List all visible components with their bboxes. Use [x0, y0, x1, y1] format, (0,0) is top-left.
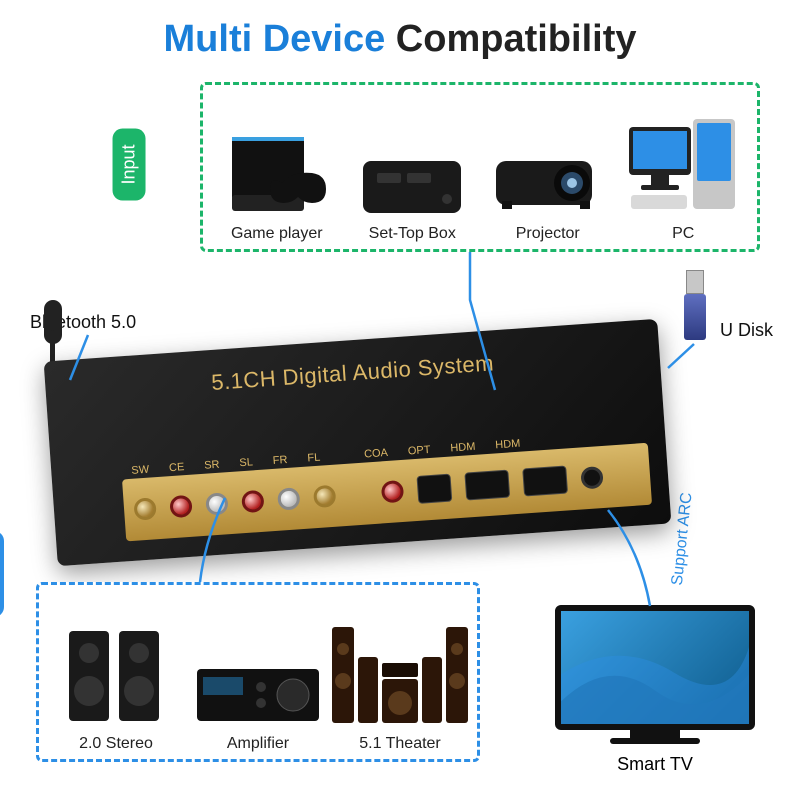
hdmi-port	[464, 470, 510, 501]
rca-jack	[169, 495, 192, 518]
device-label: 2.0 Stereo	[79, 735, 153, 753]
pc-icon	[623, 109, 743, 219]
device-label: Set-Top Box	[369, 225, 456, 243]
port-label: HDM	[450, 441, 476, 455]
output-tag: Output	[0, 531, 4, 617]
device-theater: 5.1 Theater	[329, 609, 471, 753]
rca-jack	[133, 497, 156, 520]
unit-title: 5.1CH Digital Audio System	[45, 339, 660, 408]
input-devices-box: Game player Set-Top Box	[200, 82, 760, 252]
audio-decoder-unit: 5.1CH Digital Audio System SW CE SR SL F…	[44, 319, 672, 566]
device-label: 5.1 Theater	[359, 735, 441, 753]
support-arc-label: Support ARC	[669, 492, 697, 587]
port-label: COA	[364, 447, 389, 461]
projector-icon	[488, 109, 608, 219]
port-label: SR	[204, 459, 220, 472]
input-tag: Input	[113, 128, 146, 200]
port-label: FR	[272, 454, 287, 467]
device-game-player: Game player	[209, 109, 345, 243]
device-label: Game player	[231, 225, 323, 243]
port-label: OPT	[407, 444, 430, 458]
rca-jack	[241, 490, 264, 513]
device-label: Projector	[516, 225, 580, 243]
port-label: CE	[169, 461, 185, 474]
title-rest: Compatibility	[385, 18, 636, 60]
rca-jack	[277, 487, 300, 510]
tv-icon	[555, 605, 755, 730]
hdmi-port	[522, 466, 568, 497]
port-label: SW	[131, 464, 150, 477]
game-player-icon	[222, 109, 332, 219]
page-title: Multi Device Compatibility	[0, 0, 800, 61]
rca-jack	[313, 485, 336, 508]
home-theater-icon	[330, 609, 470, 729]
usb-disk-icon	[684, 270, 706, 340]
stereo-speakers-icon	[61, 609, 171, 729]
device-amplifier: Amplifier	[187, 609, 329, 753]
rca-jack	[205, 492, 228, 515]
title-accent: Multi Device	[164, 18, 386, 60]
rca-jack	[381, 480, 404, 503]
port-label: HDM	[495, 438, 521, 452]
device-label: Amplifier	[227, 735, 289, 753]
output-devices-box: 2.0 Stereo Amplifier	[36, 582, 480, 762]
udisk-label: U Disk	[720, 320, 773, 341]
port-label: SL	[239, 456, 253, 469]
optical-port	[416, 474, 452, 504]
device-projector: Projector	[480, 109, 616, 243]
set-top-box-icon	[357, 109, 467, 219]
device-stereo: 2.0 Stereo	[45, 609, 187, 753]
device-label: Smart TV	[550, 754, 760, 775]
port-label: FL	[307, 452, 321, 465]
amplifier-icon	[193, 609, 323, 729]
device-label: PC	[672, 225, 694, 243]
device-smart-tv: Smart TV	[550, 605, 760, 775]
device-pc: PC	[616, 109, 752, 243]
dc-port	[580, 466, 603, 489]
device-set-top-box: Set-Top Box	[345, 109, 481, 243]
